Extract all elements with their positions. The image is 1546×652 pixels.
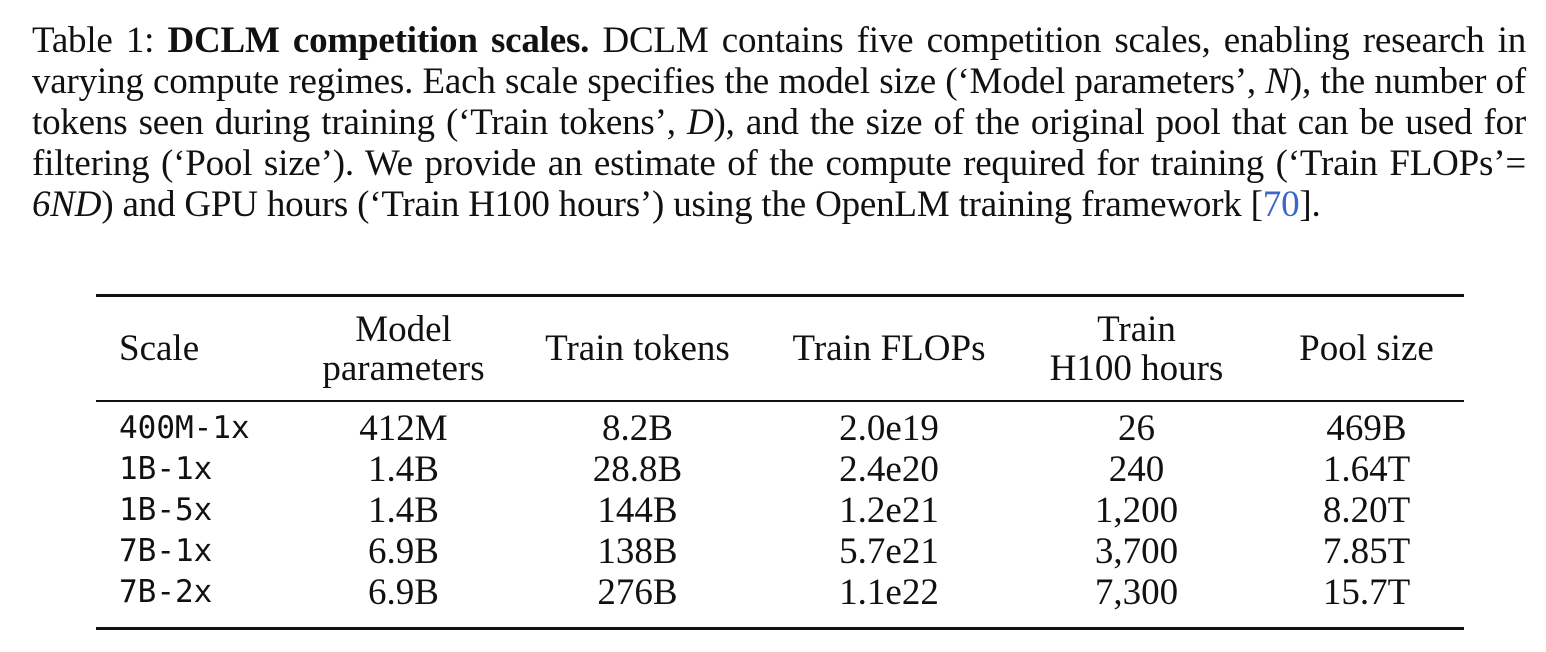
header-train-tokens: Train tokens	[545, 328, 730, 369]
cell-scale: 1B-5x	[119, 492, 213, 528]
caption-title: DCLM competition scales.	[167, 20, 590, 61]
cell-scale: 1B-1x	[119, 451, 213, 487]
citation-link[interactable]: 70	[1262, 184, 1300, 225]
header-scale: Scale	[119, 328, 200, 369]
cell-scale: 7B-2x	[119, 574, 213, 610]
caption-text-2: ), the number of tokens seen during trai…	[32, 61, 1526, 143]
data-table: Scale Model parameters Train tokens Train…	[96, 297, 1464, 614]
top-rule	[96, 294, 1464, 297]
cell-train-flops: 1.2e21	[839, 490, 939, 531]
caption-text-5: ].	[1299, 184, 1321, 225]
table-row: 400M-1x 412M 8.2B 2.0e19 26 469B	[96, 400, 1464, 449]
caption-label: Table 1:	[32, 20, 155, 61]
cell-scale: 400M-1x	[119, 410, 250, 446]
caption-math-n: N	[1265, 61, 1290, 102]
table-caption: Table 1: DCLM competition scales. DCLM c…	[32, 20, 1526, 225]
cell-train-tokens: 28.8B	[592, 449, 683, 490]
cell-pool-size: 7.85T	[1322, 531, 1411, 572]
cell-pool-size: 15.7T	[1322, 572, 1411, 613]
cell-h100-hours: 7,300	[1094, 572, 1179, 613]
cell-train-flops: 2.4e20	[839, 449, 939, 490]
header-row: Scale Model parameters Train tokens Train…	[96, 297, 1464, 400]
cell-pool-size: 8.20T	[1322, 490, 1411, 531]
cell-h100-hours: 240	[1108, 449, 1165, 490]
table-row: 1B-1x 1.4B 28.8B 2.4e20 240 1.64T	[96, 449, 1464, 490]
cell-model-parameters: 1.4B	[368, 449, 439, 490]
cell-model-parameters: 6.9B	[368, 531, 439, 572]
caption-math-d: D	[686, 102, 714, 143]
cell-train-tokens: 8.2B	[602, 408, 673, 449]
bottom-rule	[96, 627, 1464, 630]
header-train-h100-hours: Train H100 hours	[1049, 308, 1224, 389]
header-train-flops: Train FLOPs	[792, 328, 986, 369]
caption-text-3: ), and the size of the original pool tha…	[32, 102, 1526, 184]
header-model-parameters: Model parameters	[322, 308, 485, 389]
table-row: 7B-2x 6.9B 276B 1.1e22 7,300 15.7T	[96, 572, 1464, 613]
caption-text-4: ) and GPU hours (‘Train H100 hours’) usi…	[101, 184, 1263, 225]
table-row: 1B-5x 1.4B 144B 1.2e21 1,200 8.20T	[96, 490, 1464, 531]
cell-model-parameters: 1.4B	[368, 490, 439, 531]
caption-math-6nd: 6ND	[32, 184, 102, 225]
cell-train-flops: 2.0e19	[839, 408, 939, 449]
cell-train-tokens: 138B	[597, 531, 678, 572]
cell-train-flops: 1.1e22	[839, 572, 939, 613]
cell-pool-size: 469B	[1326, 408, 1407, 449]
cell-h100-hours: 26	[1118, 408, 1155, 449]
table-row: 7B-1x 6.9B 138B 5.7e21 3,700 7.85T	[96, 531, 1464, 572]
cell-train-tokens: 144B	[597, 490, 678, 531]
cell-model-parameters: 412M	[359, 408, 448, 449]
cell-train-tokens: 276B	[597, 572, 678, 613]
caption-text-1: DCLM contains five competition scales, e…	[32, 20, 1526, 102]
header-pool-size: Pool size	[1299, 328, 1434, 369]
cell-train-flops: 5.7e21	[839, 531, 939, 572]
cell-h100-hours: 3,700	[1094, 531, 1179, 572]
header-rule	[96, 400, 1464, 402]
cell-h100-hours: 1,200	[1094, 490, 1179, 531]
cell-pool-size: 1.64T	[1322, 449, 1411, 490]
cell-model-parameters: 6.9B	[368, 572, 439, 613]
cell-scale: 7B-1x	[119, 533, 213, 569]
